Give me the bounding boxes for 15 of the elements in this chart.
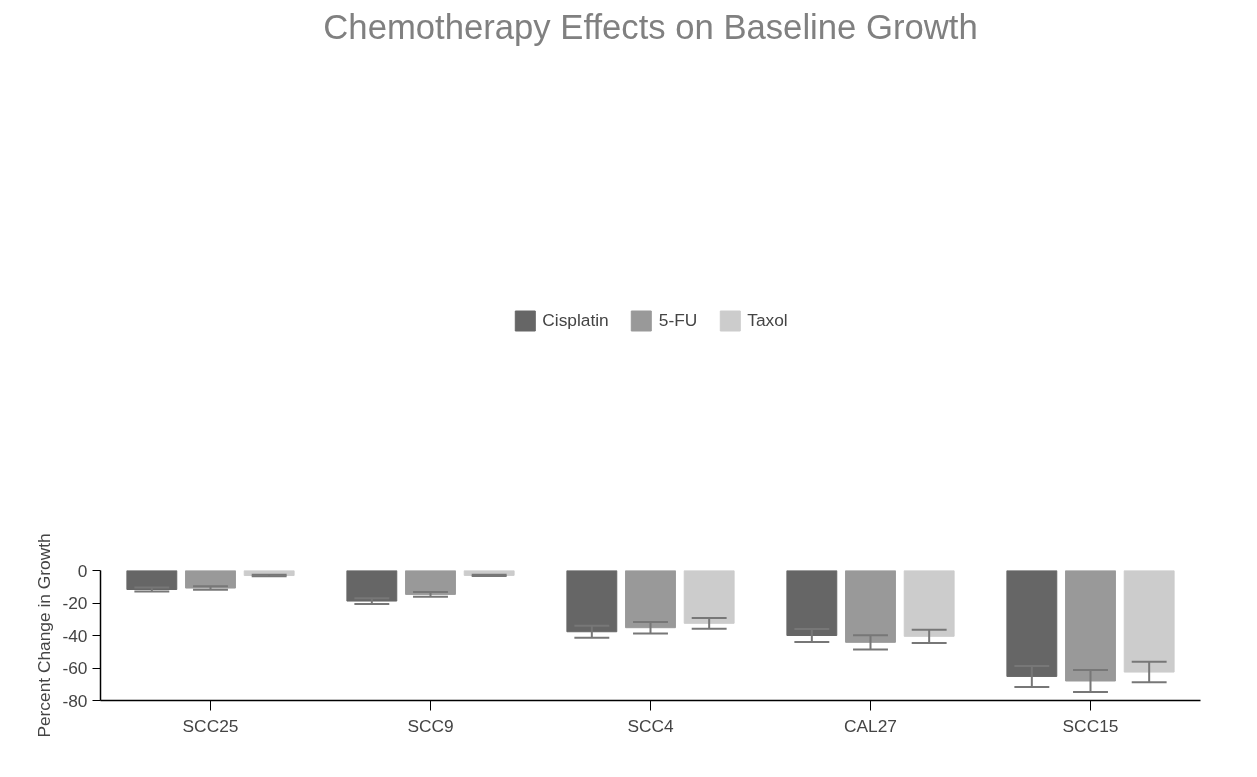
x-tick-label: SCC4 <box>627 715 674 736</box>
legend-label: Taxol <box>747 309 788 331</box>
x-tick-label: CAL27 <box>844 715 897 736</box>
x-tick-label: SCC9 <box>407 715 454 736</box>
x-tick-label: SCC15 <box>1062 715 1119 736</box>
y-tick-label: -80 <box>62 690 88 711</box>
y-axis-title: Percent Change in Growth <box>34 533 55 738</box>
y-tick-label: -40 <box>62 625 88 646</box>
x-tick-label: SCC25 <box>182 715 239 736</box>
legend-label: Cisplatin <box>542 309 609 331</box>
legend-label: 5-FU <box>658 309 698 331</box>
chart-title: Chemotherapy Effects on Baseline Growth <box>323 7 978 46</box>
y-tick-label: 0 <box>77 560 88 581</box>
y-tick-label: -20 <box>62 593 88 613</box>
y-tick-label: -60 <box>62 658 88 678</box>
